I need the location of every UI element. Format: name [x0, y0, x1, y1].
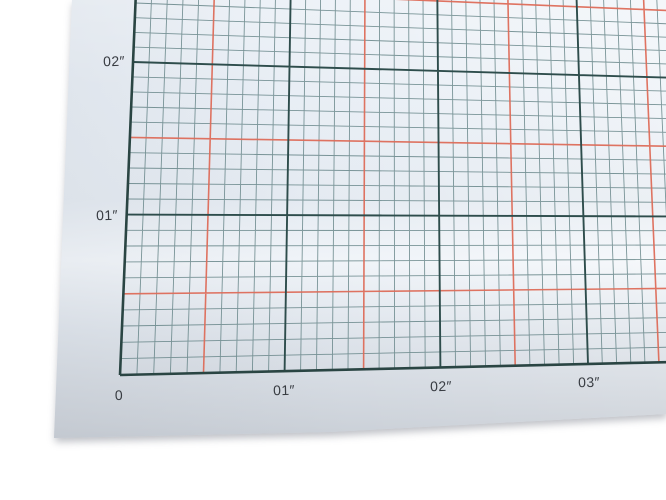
y-axis-label-1inch: 01″: [95, 206, 118, 223]
x-axis-label-0: 0: [114, 386, 124, 403]
x-axis-label-2inch: 02″: [429, 377, 452, 395]
y-axis-label-2inch: 02″: [102, 53, 125, 70]
x-axis-label-1inch: 01″: [273, 382, 296, 399]
x-axis-label-3inch: 03″: [577, 373, 600, 391]
